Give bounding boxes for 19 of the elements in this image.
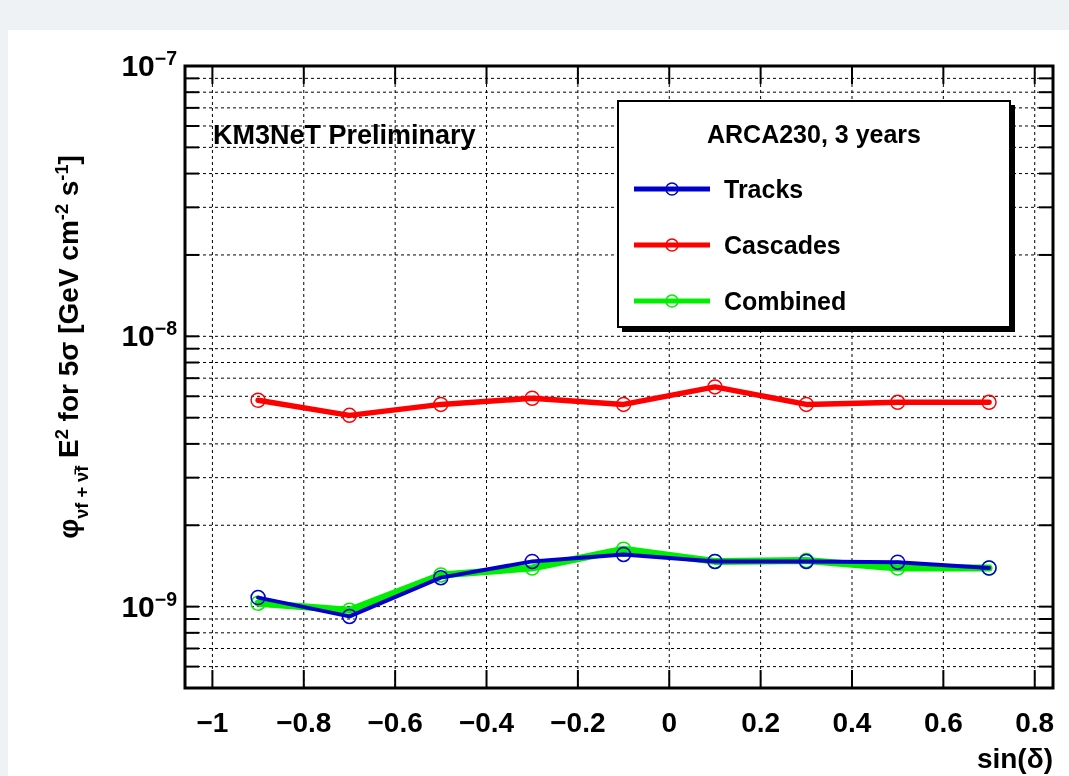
- legend-label: Combined: [724, 287, 847, 315]
- legend-label: Tracks: [724, 175, 804, 203]
- x-axis-title: sin(δ): [976, 743, 1053, 774]
- x-tick-label: 0.4: [832, 707, 872, 738]
- x-tick-label: −1: [196, 707, 229, 738]
- y-tick-label: 10$^{−9}$: [121, 587, 178, 623]
- x-tick-label: 0.2: [741, 707, 781, 738]
- x-tick-label: −0.4: [458, 707, 515, 738]
- x-tick-label: −0.2: [550, 707, 606, 738]
- x-tick-label: 0.6: [923, 707, 963, 738]
- y-tick-label: 10$^{−8}$: [121, 317, 178, 353]
- annotation: KM3NeT Preliminary: [213, 120, 476, 150]
- x-tick-label: 0: [661, 707, 678, 738]
- y-tick-label: 10$^{−7}$: [121, 47, 177, 82]
- x-tick-label: −0.6: [367, 707, 423, 738]
- x-tick-label: −0.8: [276, 707, 332, 738]
- legend-label: Cascades: [724, 231, 841, 259]
- legend-title: ARCA230, 3 years: [706, 120, 922, 148]
- x-tick-label: 0.8: [1015, 707, 1055, 738]
